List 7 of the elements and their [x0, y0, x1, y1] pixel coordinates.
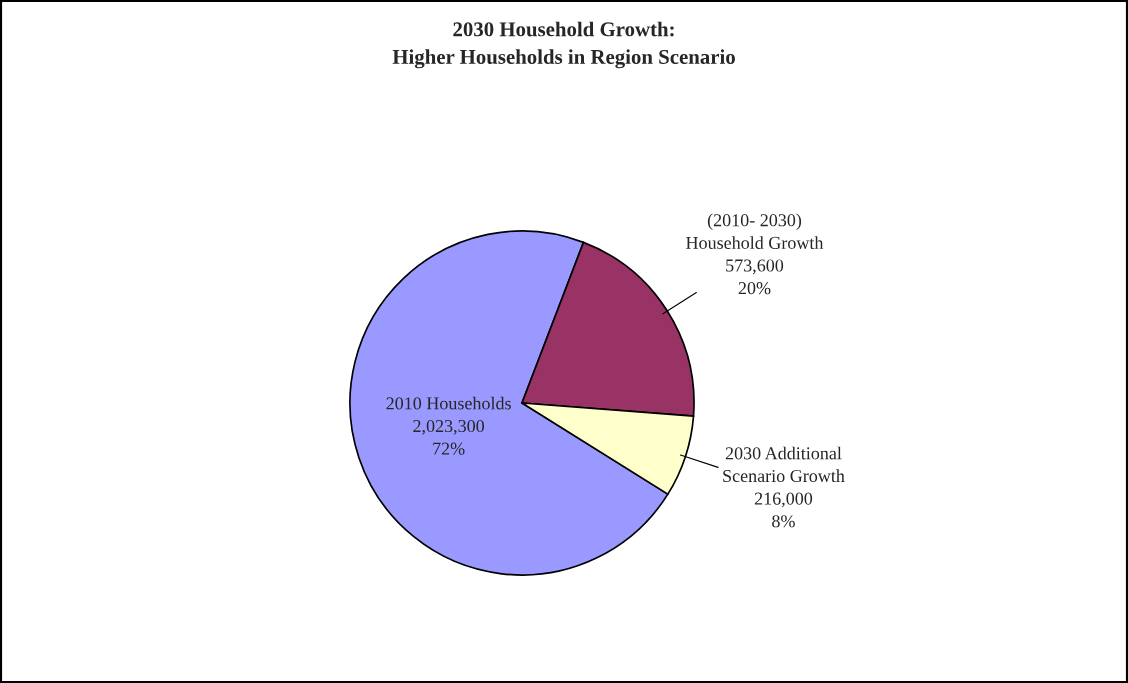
slice-label: 2030 Additional Scenario Growth: [723, 446, 845, 483]
data-label: 2,023,300 72%: [413, 419, 485, 455]
slice-label: 2010 Households: [386, 396, 511, 410]
slice-label: (2010- 2030) Household Growth: [686, 213, 824, 249]
data-label: 573,600 20%: [726, 259, 784, 295]
data-label: 216,000 8%: [754, 492, 813, 528]
chart-title: 2030 Household Growth: Higher Households in Region Scenario: [392, 21, 735, 69]
